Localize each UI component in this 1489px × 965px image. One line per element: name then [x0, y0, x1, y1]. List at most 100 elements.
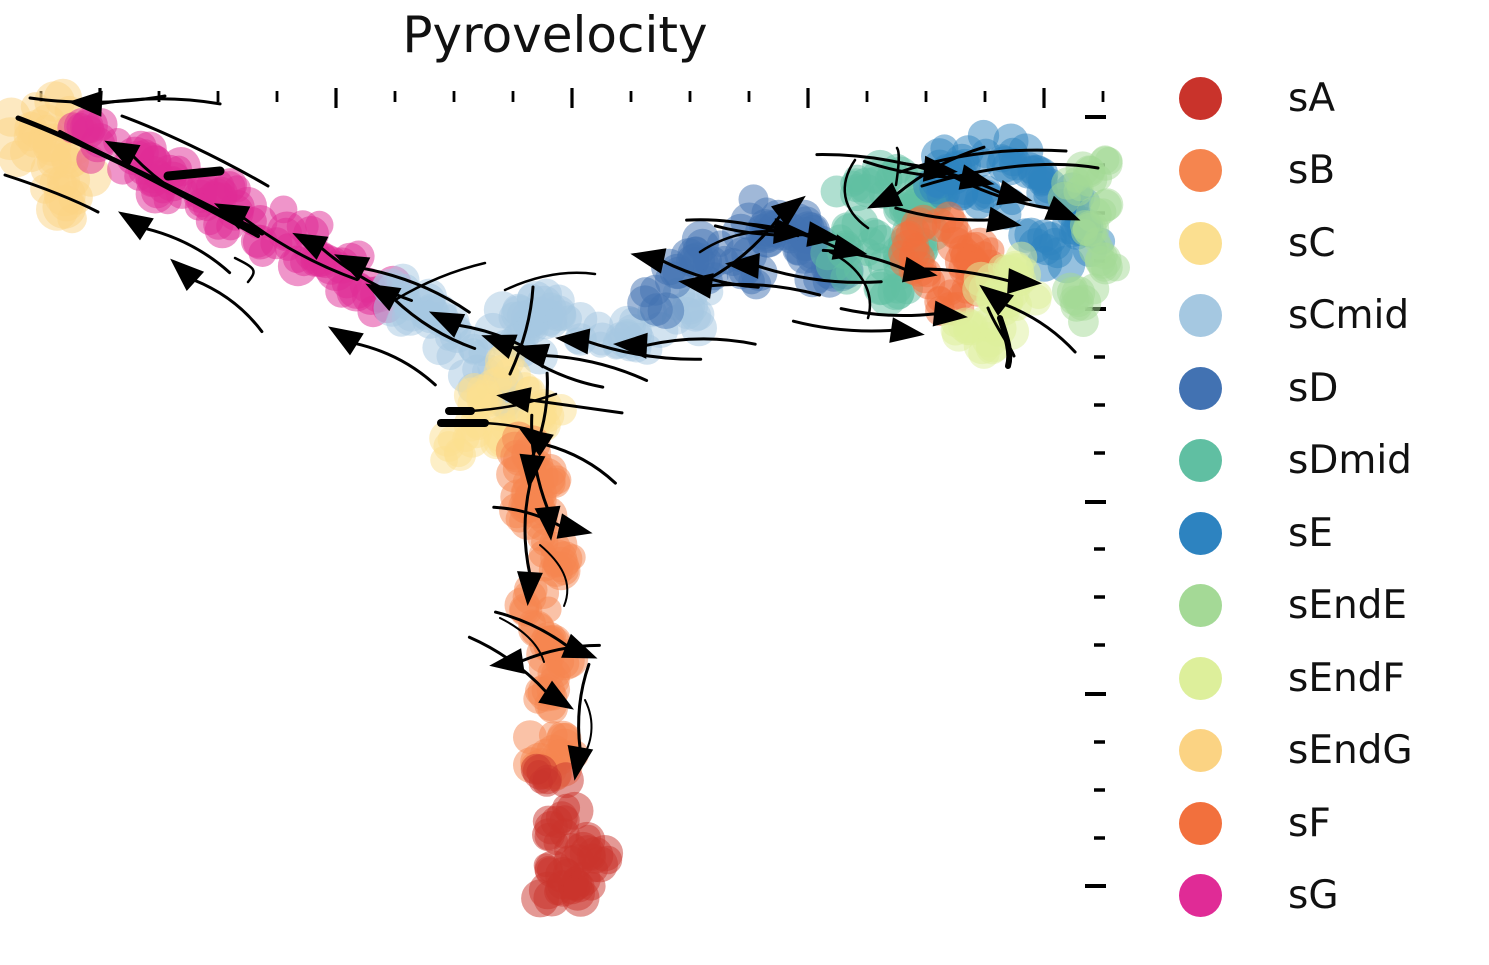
scatter-point — [627, 285, 663, 321]
streamline-arrowhead-icon — [518, 427, 554, 457]
legend-item-sEndF: sEndF — [1179, 642, 1413, 715]
streamline-tail — [791, 319, 895, 333]
scatter-point — [1090, 145, 1120, 174]
scatter-point — [269, 195, 298, 224]
scatter-point — [305, 210, 334, 240]
streamline-arrowhead-icon — [513, 343, 551, 369]
legend-swatch-icon — [1179, 729, 1222, 773]
legend-label: sE — [1288, 510, 1333, 556]
streamline-arrowhead-icon — [806, 221, 842, 247]
legend-item-sA: sA — [1179, 62, 1413, 135]
scatter-point — [10, 131, 51, 173]
scatter-point — [967, 119, 1000, 152]
streamline-tail — [643, 337, 757, 348]
legend-item-sG: sG — [1179, 860, 1413, 933]
scatter-point — [525, 302, 555, 332]
streamline-arrowhead-icon — [365, 283, 402, 312]
streamline-arrowhead-icon — [932, 300, 968, 327]
streamline — [503, 271, 597, 292]
legend: sA sB sC sCmid sD sDmid sE sEndE sEndF s… — [1179, 62, 1413, 932]
streamline-tail — [192, 278, 264, 334]
streamline-arrowhead-icon — [1007, 268, 1042, 294]
legend-label: sD — [1288, 365, 1339, 411]
legend-swatch-icon — [1179, 656, 1222, 700]
legend-swatch-icon — [1179, 584, 1222, 628]
streamline-tail — [543, 443, 617, 485]
scatter-point — [1028, 166, 1058, 196]
scatter-point — [1068, 306, 1099, 337]
scatter-point — [593, 845, 623, 875]
streamline-tail — [530, 413, 550, 511]
legend-swatch-icon — [1179, 221, 1222, 265]
streamline-tail — [945, 171, 1053, 210]
scatter-point — [483, 291, 521, 329]
streamline-arrowhead-icon — [170, 258, 205, 291]
chart-title: Pyrovelocity — [402, 6, 708, 64]
legend-label: sF — [1288, 800, 1331, 846]
legend-label: sC — [1288, 220, 1336, 266]
streamline-arrowhead-icon — [678, 273, 714, 299]
scatter-point — [842, 174, 871, 203]
streamline-arrowhead-icon — [538, 680, 574, 710]
streamline-tail — [526, 398, 624, 415]
scatter-point — [534, 811, 568, 845]
streamline-arrowhead-icon — [104, 140, 141, 169]
legend-label: sEndE — [1288, 583, 1408, 629]
streamline-tail — [523, 482, 532, 576]
streamline-tail — [707, 213, 782, 281]
streamline-arrowhead-icon — [1044, 195, 1081, 221]
streamline-arrowhead-icon — [866, 182, 904, 209]
streamline-tail — [509, 344, 605, 389]
streamline-tail — [131, 154, 228, 217]
streamline — [393, 261, 487, 302]
scatter-point — [493, 356, 531, 395]
scatter-point — [540, 532, 571, 563]
scatter-point — [993, 123, 1029, 159]
streamline — [233, 256, 255, 284]
legend-item-sC: sC — [1179, 207, 1413, 280]
scatter-point — [891, 229, 928, 266]
streamline-tail — [577, 662, 591, 751]
scatter-point — [444, 439, 477, 472]
streamline-arrowhead-icon — [986, 206, 1022, 233]
scatter-point — [1030, 233, 1062, 266]
streamline — [3, 173, 100, 214]
legend-label: sCmid — [1288, 293, 1410, 339]
streamline-arrowhead-icon — [68, 90, 103, 117]
streamline — [894, 146, 901, 187]
streamline-arrowhead-icon — [613, 332, 648, 359]
streamline-tail — [894, 206, 992, 222]
streamline-tail — [319, 245, 413, 302]
scatter-point — [20, 92, 50, 122]
streamline-arrowhead-icon — [334, 254, 371, 281]
streamline-arrowhead-icon — [292, 232, 329, 260]
streamline-tail — [519, 643, 601, 663]
streamline-arrowhead-icon — [555, 328, 591, 355]
legend-item-sB: sB — [1179, 135, 1413, 208]
legend-label: sEndF — [1288, 655, 1405, 701]
legend-swatch-icon — [1179, 511, 1222, 555]
streamline-arrowhead-icon — [428, 311, 466, 338]
streamline-tail — [467, 635, 549, 695]
scatter-point — [522, 754, 558, 790]
legend-item-sCmid: sCmid — [1179, 280, 1413, 353]
streamline-arrowhead-icon — [902, 256, 938, 283]
scatter-point — [682, 298, 715, 331]
scatter-point — [1090, 198, 1117, 225]
scatter-point — [1005, 241, 1038, 274]
legend-swatch-icon — [1179, 294, 1222, 338]
scatter-point — [560, 844, 595, 879]
legend-swatch-icon — [1179, 874, 1222, 918]
legend-item-sE: sE — [1179, 497, 1413, 570]
streamline-arrowhead-icon — [567, 745, 594, 781]
scatter-point — [857, 227, 886, 256]
scatter-point — [1071, 219, 1098, 246]
streamline-arrowhead-icon — [534, 505, 561, 541]
streamline-arrowhead-icon — [481, 334, 518, 359]
streamline-arrowhead-icon — [214, 203, 251, 230]
streamline — [163, 166, 225, 181]
streamline-arrowhead-icon — [630, 248, 667, 274]
streamline — [920, 162, 1100, 188]
